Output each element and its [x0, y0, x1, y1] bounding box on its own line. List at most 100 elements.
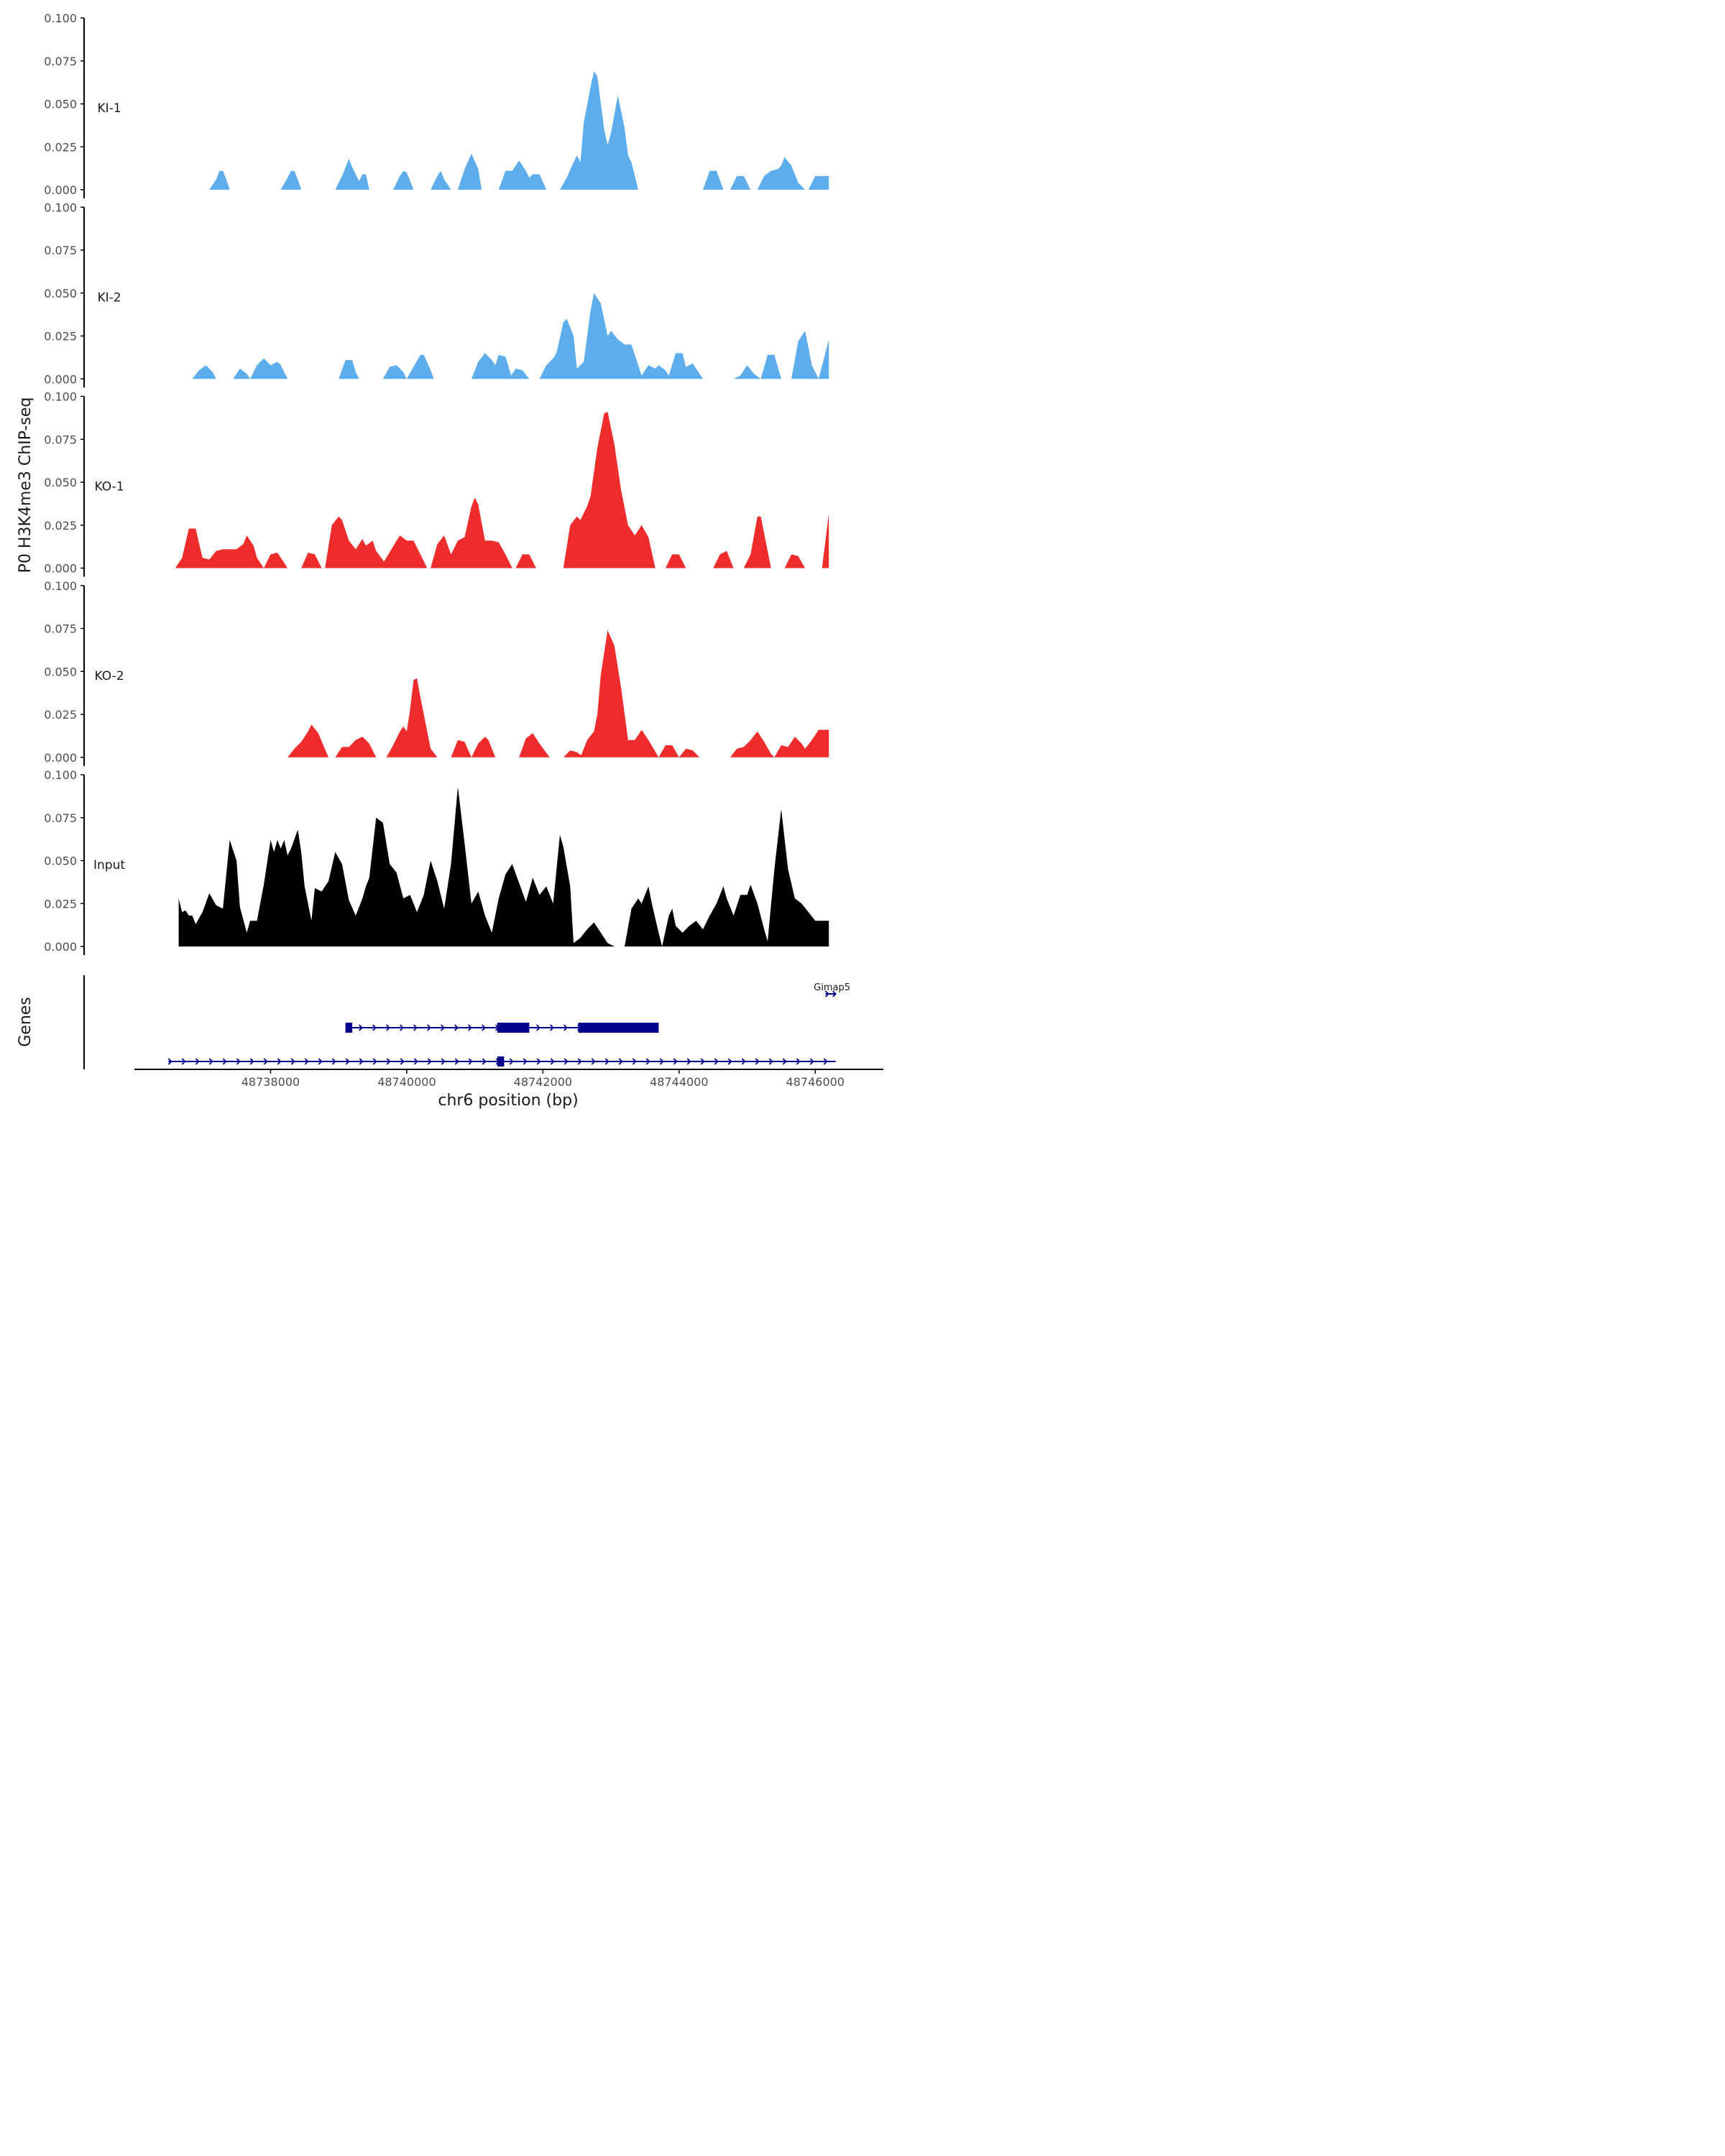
- strand-arrow: [222, 1058, 227, 1065]
- coverage-area: [288, 724, 328, 757]
- coverage-area: [760, 354, 781, 379]
- gene-gm28053: Gm28053: [167, 1056, 836, 1067]
- strand-arrow: [755, 1058, 760, 1065]
- strand-arrow: [714, 1058, 719, 1065]
- strand-arrow: [809, 1058, 814, 1065]
- exon: [497, 1023, 530, 1033]
- coverage-area: [560, 71, 638, 190]
- strand-arrow: [427, 1058, 432, 1065]
- strand-arrow: [372, 1024, 377, 1031]
- coverage-area: [335, 737, 377, 757]
- exon: [345, 1023, 353, 1033]
- strand-arrow: [468, 1058, 473, 1065]
- coverage-area: [703, 170, 724, 190]
- coverage-area: [730, 731, 775, 757]
- strand-arrow: [263, 1058, 268, 1065]
- coverage-area: [339, 360, 359, 379]
- x-tick-label: 48738000: [242, 1075, 300, 1089]
- strand-arrow: [536, 1058, 541, 1065]
- strand-arrow: [372, 1058, 377, 1065]
- coverage-area: [382, 365, 407, 379]
- y-tick-label: 0.025: [44, 897, 77, 911]
- y-tick-label: 0.100: [44, 579, 77, 593]
- strand-arrow: [331, 1058, 336, 1065]
- coverage-area: [178, 786, 615, 946]
- coverage-area: [280, 170, 302, 190]
- y-tick-label: 0.100: [44, 201, 77, 214]
- coverage-area: [791, 331, 829, 379]
- track-label: Input: [93, 858, 125, 872]
- coverage-area: [335, 159, 369, 190]
- coverage-area: [406, 354, 434, 379]
- coverage-area: [192, 365, 216, 379]
- x-tick-label: 48740000: [377, 1075, 436, 1089]
- coverage-area: [743, 516, 771, 568]
- coverage-area: [678, 748, 700, 757]
- strand-arrow: [413, 1058, 418, 1065]
- strand-arrow: [441, 1058, 446, 1065]
- y-tick-label: 0.100: [44, 768, 77, 782]
- panel-ki-2: 0.000 0.025 0.050 0.075 0.100 KI-2: [44, 201, 829, 388]
- strand-arrow: [400, 1058, 405, 1065]
- coverage-area: [509, 368, 530, 379]
- track-label: KO-1: [94, 480, 124, 494]
- coverage-area: [458, 153, 482, 190]
- y-axis-title: P0 H3K4me3 ChIP-seq: [17, 397, 34, 573]
- strand-arrow: [400, 1024, 404, 1031]
- coverage-area: [539, 292, 703, 379]
- strand-arrow: [700, 1058, 705, 1065]
- y-tick-label: 0.050: [44, 665, 77, 678]
- coverage-area: [471, 353, 512, 379]
- coverage-area: [264, 553, 288, 568]
- y-tick-label: 0.000: [44, 372, 77, 386]
- strand-arrow: [673, 1058, 678, 1065]
- strand-arrow: [277, 1058, 282, 1065]
- y-tick-label: 0.075: [44, 433, 77, 446]
- strand-arrow: [181, 1058, 186, 1065]
- y-tick-label: 0.000: [44, 562, 77, 576]
- coverage-area: [808, 175, 829, 190]
- genome-track-figure: 0.0000.0250.0500.0750.100KI-10.0000.0250…: [17, 11, 883, 1110]
- strand-arrow: [796, 1058, 801, 1065]
- strand-arrow: [659, 1058, 664, 1065]
- coverage-area: [774, 729, 829, 757]
- strand-arrow: [768, 1058, 773, 1065]
- panel-ko-2: 0.000 0.025 0.050 0.075 0.100 KO-2: [44, 579, 829, 766]
- x-tick-label: 48746000: [786, 1075, 845, 1089]
- strand-arrow: [454, 1024, 459, 1031]
- coverage-area: [730, 175, 751, 190]
- coverage-area: [386, 678, 438, 757]
- y-tick-label: 0.075: [44, 244, 77, 257]
- coverage-area: [784, 554, 806, 568]
- coverage-area: [665, 554, 686, 568]
- strand-arrow: [208, 1058, 213, 1065]
- coverage-area: [175, 528, 264, 568]
- strand-arrow: [195, 1058, 200, 1065]
- strand-arrow: [386, 1058, 391, 1065]
- gene-gimap1: Gimap1: [345, 1023, 659, 1033]
- y-tick-label: 0.050: [44, 98, 77, 111]
- strand-arrow: [482, 1058, 487, 1065]
- y-tick-label: 0.075: [44, 55, 77, 68]
- exon: [578, 1023, 659, 1033]
- coverage-area: [515, 554, 536, 568]
- coverage-area: [713, 550, 734, 568]
- x-axis-title: chr6 position (bp): [438, 1092, 578, 1110]
- y-tick-label: 0.025: [44, 708, 77, 722]
- strand-arrow: [604, 1058, 610, 1065]
- gene-label: Gimap5: [814, 982, 850, 993]
- strand-arrow: [832, 990, 837, 998]
- exon: [497, 1056, 505, 1067]
- gene-annotation-panel: Gimap5 Gimap1 Gm28053: [83, 975, 850, 1069]
- y-tick-label: 0.050: [44, 854, 77, 868]
- coverage-area: [625, 886, 663, 946]
- y-tick-label: 0.075: [44, 622, 77, 636]
- coverage-area: [431, 497, 512, 568]
- strand-arrow: [482, 1024, 486, 1031]
- coverage-area: [580, 630, 659, 757]
- coverage-area: [451, 740, 472, 757]
- strand-arrow: [290, 1058, 295, 1065]
- gene-gimap5: Gimap5: [814, 982, 850, 998]
- strand-arrow: [236, 1058, 241, 1065]
- strand-arrow: [509, 1058, 514, 1065]
